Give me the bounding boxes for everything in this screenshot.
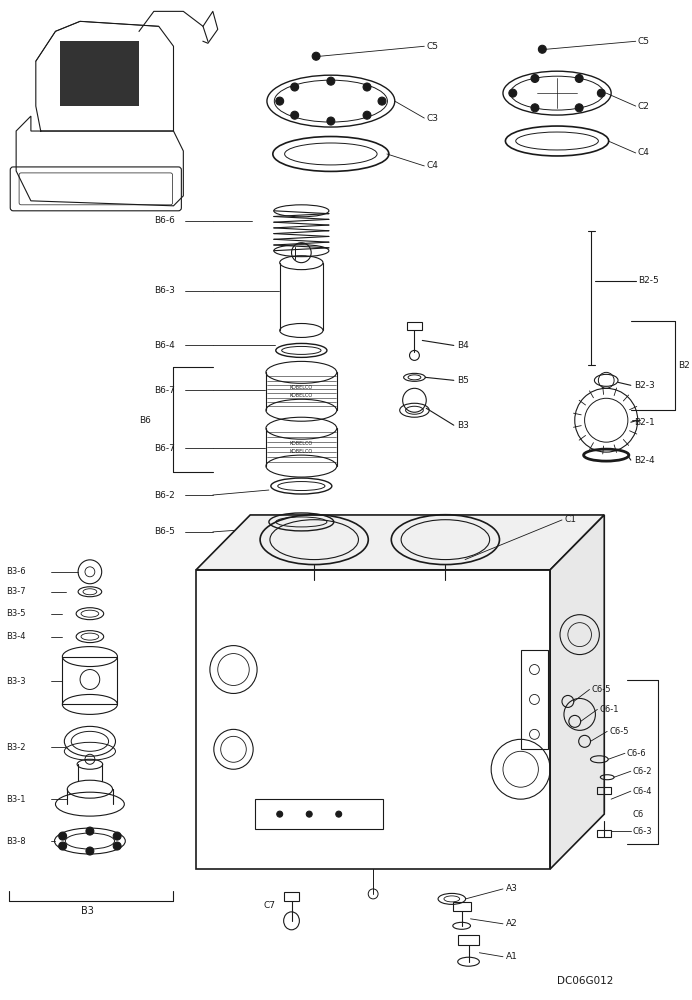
Bar bbox=[284, 892, 300, 901]
Bar bbox=[60, 41, 139, 106]
Text: B2-4: B2-4 bbox=[634, 456, 655, 465]
Circle shape bbox=[86, 847, 94, 855]
Text: C1: C1 bbox=[565, 515, 577, 524]
Text: B6-4: B6-4 bbox=[154, 341, 174, 350]
Circle shape bbox=[538, 45, 546, 53]
Text: B6-5: B6-5 bbox=[154, 527, 174, 536]
Text: B3-1: B3-1 bbox=[6, 795, 26, 804]
Circle shape bbox=[277, 811, 282, 817]
Circle shape bbox=[363, 111, 371, 119]
Text: B6-3: B6-3 bbox=[154, 286, 174, 295]
Circle shape bbox=[291, 83, 299, 91]
Text: C3: C3 bbox=[426, 114, 438, 123]
Circle shape bbox=[291, 111, 299, 119]
Text: C4: C4 bbox=[638, 148, 650, 157]
Text: C5: C5 bbox=[638, 37, 650, 46]
Text: B3-5: B3-5 bbox=[6, 609, 26, 618]
Bar bbox=[597, 830, 611, 837]
Text: C6-2: C6-2 bbox=[632, 767, 653, 776]
Bar bbox=[255, 799, 383, 829]
Text: DC06G012: DC06G012 bbox=[557, 976, 613, 986]
Polygon shape bbox=[196, 515, 604, 570]
Text: KOBELCO: KOBELCO bbox=[290, 393, 313, 398]
Bar bbox=[196, 570, 550, 869]
Circle shape bbox=[113, 842, 121, 850]
Circle shape bbox=[276, 97, 284, 105]
Circle shape bbox=[509, 89, 517, 97]
Text: B3-2: B3-2 bbox=[6, 743, 26, 752]
Text: A2: A2 bbox=[506, 919, 518, 928]
Text: B3: B3 bbox=[82, 906, 94, 916]
Circle shape bbox=[336, 811, 342, 817]
Circle shape bbox=[531, 74, 539, 82]
Circle shape bbox=[113, 832, 121, 840]
Text: C6: C6 bbox=[632, 810, 644, 819]
Text: B6-7: B6-7 bbox=[154, 386, 174, 395]
Circle shape bbox=[86, 827, 94, 835]
Text: B2-1: B2-1 bbox=[634, 418, 655, 427]
Circle shape bbox=[531, 104, 539, 112]
Text: C4: C4 bbox=[426, 161, 438, 170]
Text: C6-3: C6-3 bbox=[632, 827, 653, 836]
Bar bbox=[520, 650, 548, 749]
Text: B3: B3 bbox=[457, 421, 468, 430]
Text: B3-3: B3-3 bbox=[6, 677, 26, 686]
Circle shape bbox=[59, 832, 66, 840]
Text: C6-4: C6-4 bbox=[632, 787, 653, 796]
Text: C2: C2 bbox=[638, 102, 650, 111]
Text: KOBELCO: KOBELCO bbox=[290, 441, 313, 446]
Text: B3-8: B3-8 bbox=[6, 837, 26, 846]
Text: B3-4: B3-4 bbox=[6, 632, 26, 641]
Text: B2: B2 bbox=[678, 361, 690, 370]
Bar bbox=[62, 657, 118, 704]
Polygon shape bbox=[16, 116, 183, 206]
Text: C7: C7 bbox=[264, 901, 276, 910]
Circle shape bbox=[312, 52, 320, 60]
Text: A3: A3 bbox=[506, 884, 518, 893]
Circle shape bbox=[327, 117, 335, 125]
Bar bbox=[453, 902, 471, 911]
Text: B6-6: B6-6 bbox=[154, 216, 174, 225]
Circle shape bbox=[59, 842, 66, 850]
Text: C6-5: C6-5 bbox=[592, 685, 611, 694]
Circle shape bbox=[378, 97, 386, 105]
Text: C6-1: C6-1 bbox=[599, 705, 619, 714]
Text: B4: B4 bbox=[457, 341, 468, 350]
Text: A1: A1 bbox=[506, 952, 518, 961]
Text: B2-3: B2-3 bbox=[634, 381, 655, 390]
Bar bbox=[597, 787, 611, 794]
Text: KOBELCO: KOBELCO bbox=[290, 449, 313, 454]
Text: B6: B6 bbox=[139, 416, 151, 425]
Bar bbox=[407, 322, 422, 330]
Text: C6-5: C6-5 bbox=[609, 727, 629, 736]
Text: KOBELCO: KOBELCO bbox=[290, 385, 313, 390]
Circle shape bbox=[597, 89, 606, 97]
Text: C5: C5 bbox=[426, 42, 438, 51]
Text: B5: B5 bbox=[457, 376, 468, 385]
Text: B3-6: B3-6 bbox=[6, 567, 26, 576]
Text: B3-7: B3-7 bbox=[6, 587, 26, 596]
Circle shape bbox=[307, 811, 312, 817]
Circle shape bbox=[327, 77, 335, 85]
Text: B6-7: B6-7 bbox=[154, 444, 174, 453]
Bar bbox=[457, 935, 480, 945]
Polygon shape bbox=[550, 515, 604, 869]
Circle shape bbox=[575, 74, 583, 82]
Circle shape bbox=[575, 104, 583, 112]
Text: B2-5: B2-5 bbox=[638, 276, 659, 285]
Circle shape bbox=[363, 83, 371, 91]
Text: B6-2: B6-2 bbox=[154, 491, 174, 500]
Text: C6-6: C6-6 bbox=[627, 749, 646, 758]
